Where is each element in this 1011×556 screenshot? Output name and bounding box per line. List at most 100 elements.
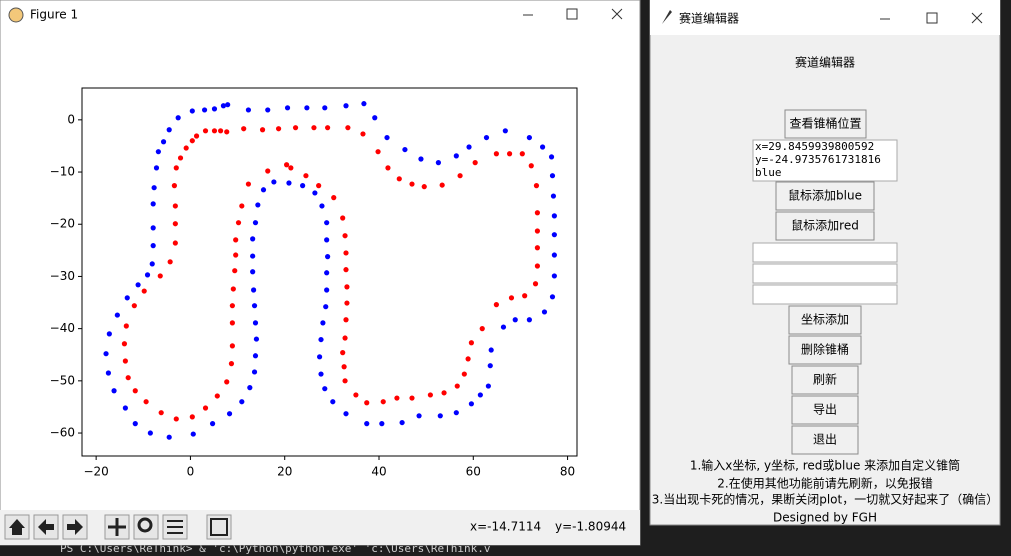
cone-point [502,128,508,134]
cone-point [522,293,528,299]
cone-point [361,101,367,107]
cone-point [526,317,532,323]
cone-point [345,125,351,131]
cone-point [322,386,328,392]
cone-point [551,252,557,258]
cone-point [402,146,408,153]
x-tick-label: 20 [277,465,292,479]
cone-point [323,304,329,310]
cone-point [229,303,235,309]
cone-point [343,250,349,256]
x-tick-label: −20 [83,465,108,479]
cone-point [150,201,156,207]
text-box[interactable] [752,139,898,182]
cone-point [103,351,109,357]
close[interactable] [611,8,623,20]
entry[interactable] [752,263,898,284]
cone-point [343,411,349,417]
zoom-icon [137,517,153,533]
button[interactable] [788,335,862,365]
cone-point [150,225,156,231]
cone-point [150,243,156,249]
cone-point [342,335,348,341]
close[interactable] [971,12,983,24]
button[interactable] [791,365,859,395]
cone-point [166,434,172,440]
cone-point [330,399,336,405]
button[interactable] [775,211,875,241]
config-icon [167,520,183,534]
entry[interactable] [752,284,898,305]
cone-point [292,125,299,131]
cone-point [506,151,513,157]
cone-point [252,320,259,326]
maximize[interactable] [566,8,578,20]
cone-point [427,392,433,398]
cone-point [409,395,415,401]
button[interactable] [784,109,867,139]
cone-point [265,107,271,113]
maximize[interactable] [926,12,938,24]
cone-point [468,340,474,346]
cone-point [548,154,555,160]
entry[interactable] [752,242,898,263]
cone-point [331,195,337,201]
cone-point [251,303,258,309]
cone-point [519,151,525,157]
note: 3.当出现卡死的情况，果断关闭plot，一切就又好起来了（确信） [652,492,998,507]
x-tick-label: 80 [560,465,575,479]
y-tick-label: −60 [50,426,75,440]
cone-point [320,320,326,326]
cone-point [532,281,539,287]
cone-point [380,399,386,405]
cone-point [322,105,328,111]
cone-point [233,252,239,258]
cone-point [158,410,164,416]
cone-point [218,128,224,134]
cone-point [343,103,349,109]
back-icon [38,519,54,535]
cone-point [255,202,261,208]
cone-point [318,336,324,343]
y-tick-label: −50 [50,373,75,387]
cone-point [155,149,161,155]
cone-point [160,139,167,145]
cone-point [225,102,231,108]
axes-frame [81,87,578,457]
cone-point [343,317,349,323]
cone-point [122,358,128,364]
button[interactable] [788,305,862,335]
text-line: blue [755,166,782,179]
cone-point [122,405,128,411]
cone-point [220,103,227,109]
cone-point [364,400,370,406]
cone-point [153,165,160,171]
editor-titlebar [650,0,1000,35]
cone-point [409,181,415,187]
cone-point [304,105,310,111]
cone-point [477,392,483,398]
cone-point [340,215,346,221]
button-label: 鼠标添加red [791,219,859,233]
cone-point [172,240,178,246]
cone-point [111,388,117,394]
cone-point [284,105,291,111]
y-tick-label: 0 [67,112,75,126]
button[interactable] [775,181,875,211]
cone-point [317,354,323,360]
forward-icon [67,519,83,535]
button[interactable] [791,425,859,455]
cone-point [209,421,216,427]
cone-point [493,151,499,157]
cone-point [250,269,256,275]
cone-point [488,347,494,353]
cone-point [342,378,348,384]
toolbar [0,510,640,545]
cone-point [245,107,252,113]
cone-point [193,133,200,139]
cone-point [284,162,290,168]
button[interactable] [791,395,859,425]
cone-point [105,370,111,376]
cone-point [399,419,405,426]
